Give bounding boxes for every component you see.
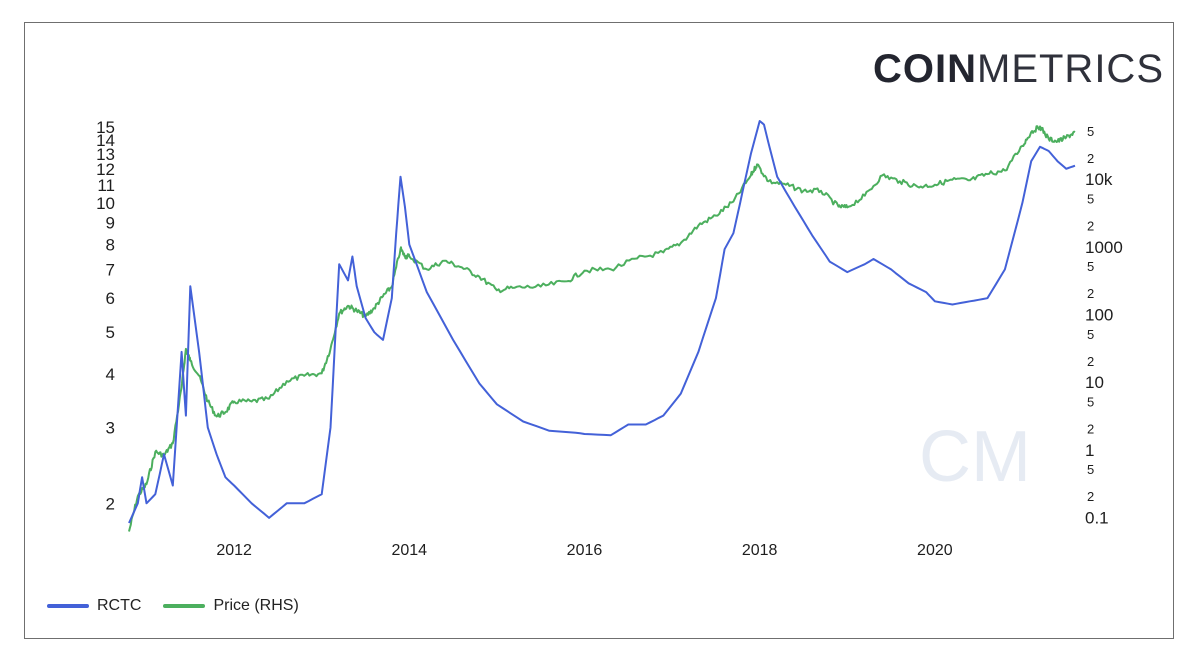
right-major-tick-label: 100 [1085,305,1113,324]
right-minor-tick-label: 5 [1087,259,1094,274]
cm-watermark: CM [919,417,1031,497]
left-tick-label: 3 [106,419,115,438]
legend-item-price[interactable]: Price (RHS) [163,597,299,615]
right-minor-tick-label: 2 [1087,421,1094,436]
series-layer [128,120,1076,532]
chart-frame: COINMETRICS CM 2 3 4 5 6 7 8 9 10 11 12 13 14 15 0.1 1… [24,22,1174,639]
right-minor-tick-label: 5 [1087,124,1094,139]
right-minor-tick-label: 5 [1087,192,1094,207]
x-tick-label: 2016 [567,542,603,559]
left-tick-label: 14 [96,131,115,150]
right-minor-tick-label: 5 [1087,462,1094,477]
left-tick-label: 4 [106,365,115,384]
legend-swatch-rctc [47,604,89,608]
x-tick-label: 2014 [391,542,427,559]
left-tick-label: 7 [106,260,115,279]
logo-light: METRICS [977,47,1164,91]
left-tick-label: 6 [106,289,115,308]
x-tick-label: 2012 [216,542,252,559]
right-axis-ticks: 0.1 1 10 100 1000 10k 2 5 2 5 2 5 2 5 2 5 2 5 [1085,124,1123,528]
left-tick-label: 8 [106,235,115,254]
right-minor-tick-label: 2 [1087,489,1094,504]
legend-label-price: Price (RHS) [213,597,299,614]
right-minor-tick-label: 5 [1087,395,1094,410]
legend-swatch-price [163,604,206,608]
legend-item-rctc[interactable]: RCTC [47,597,141,615]
left-tick-label: 11 [97,176,115,195]
logo-bold: COIN [873,47,977,91]
left-tick-label: 5 [106,323,115,342]
left-tick-label: 10 [96,194,115,213]
right-major-tick-label: 10k [1085,170,1113,189]
series-line-price [128,125,1076,532]
left-tick-label: 15 [96,118,115,137]
left-tick-label: 12 [96,160,115,179]
right-major-tick-label: 0.1 [1085,508,1109,527]
right-minor-tick-label: 2 [1087,354,1094,369]
right-major-tick-label: 1000 [1085,238,1123,257]
right-minor-tick-label: 5 [1087,327,1094,342]
right-minor-tick-label: 2 [1087,286,1094,301]
right-major-tick-label: 1 [1085,441,1094,460]
right-major-tick-label: 10 [1085,373,1104,392]
left-tick-label: 9 [106,213,115,232]
legend-label-rctc: RCTC [97,597,142,614]
x-tick-label: 2018 [742,542,778,559]
x-tick-label: 2020 [917,542,953,559]
chart-legend: RCTC Price (RHS) [47,597,299,615]
series-line-rctc [128,120,1076,524]
x-axis-ticks: 2012 2014 2016 2018 2020 [216,542,952,559]
left-tick-label: 13 [96,145,115,164]
right-minor-tick-label: 2 [1087,218,1094,233]
right-minor-tick-label: 2 [1087,151,1094,166]
left-tick-label: 2 [106,494,115,513]
coinmetrics-logo: COINMETRICS [873,47,1164,92]
